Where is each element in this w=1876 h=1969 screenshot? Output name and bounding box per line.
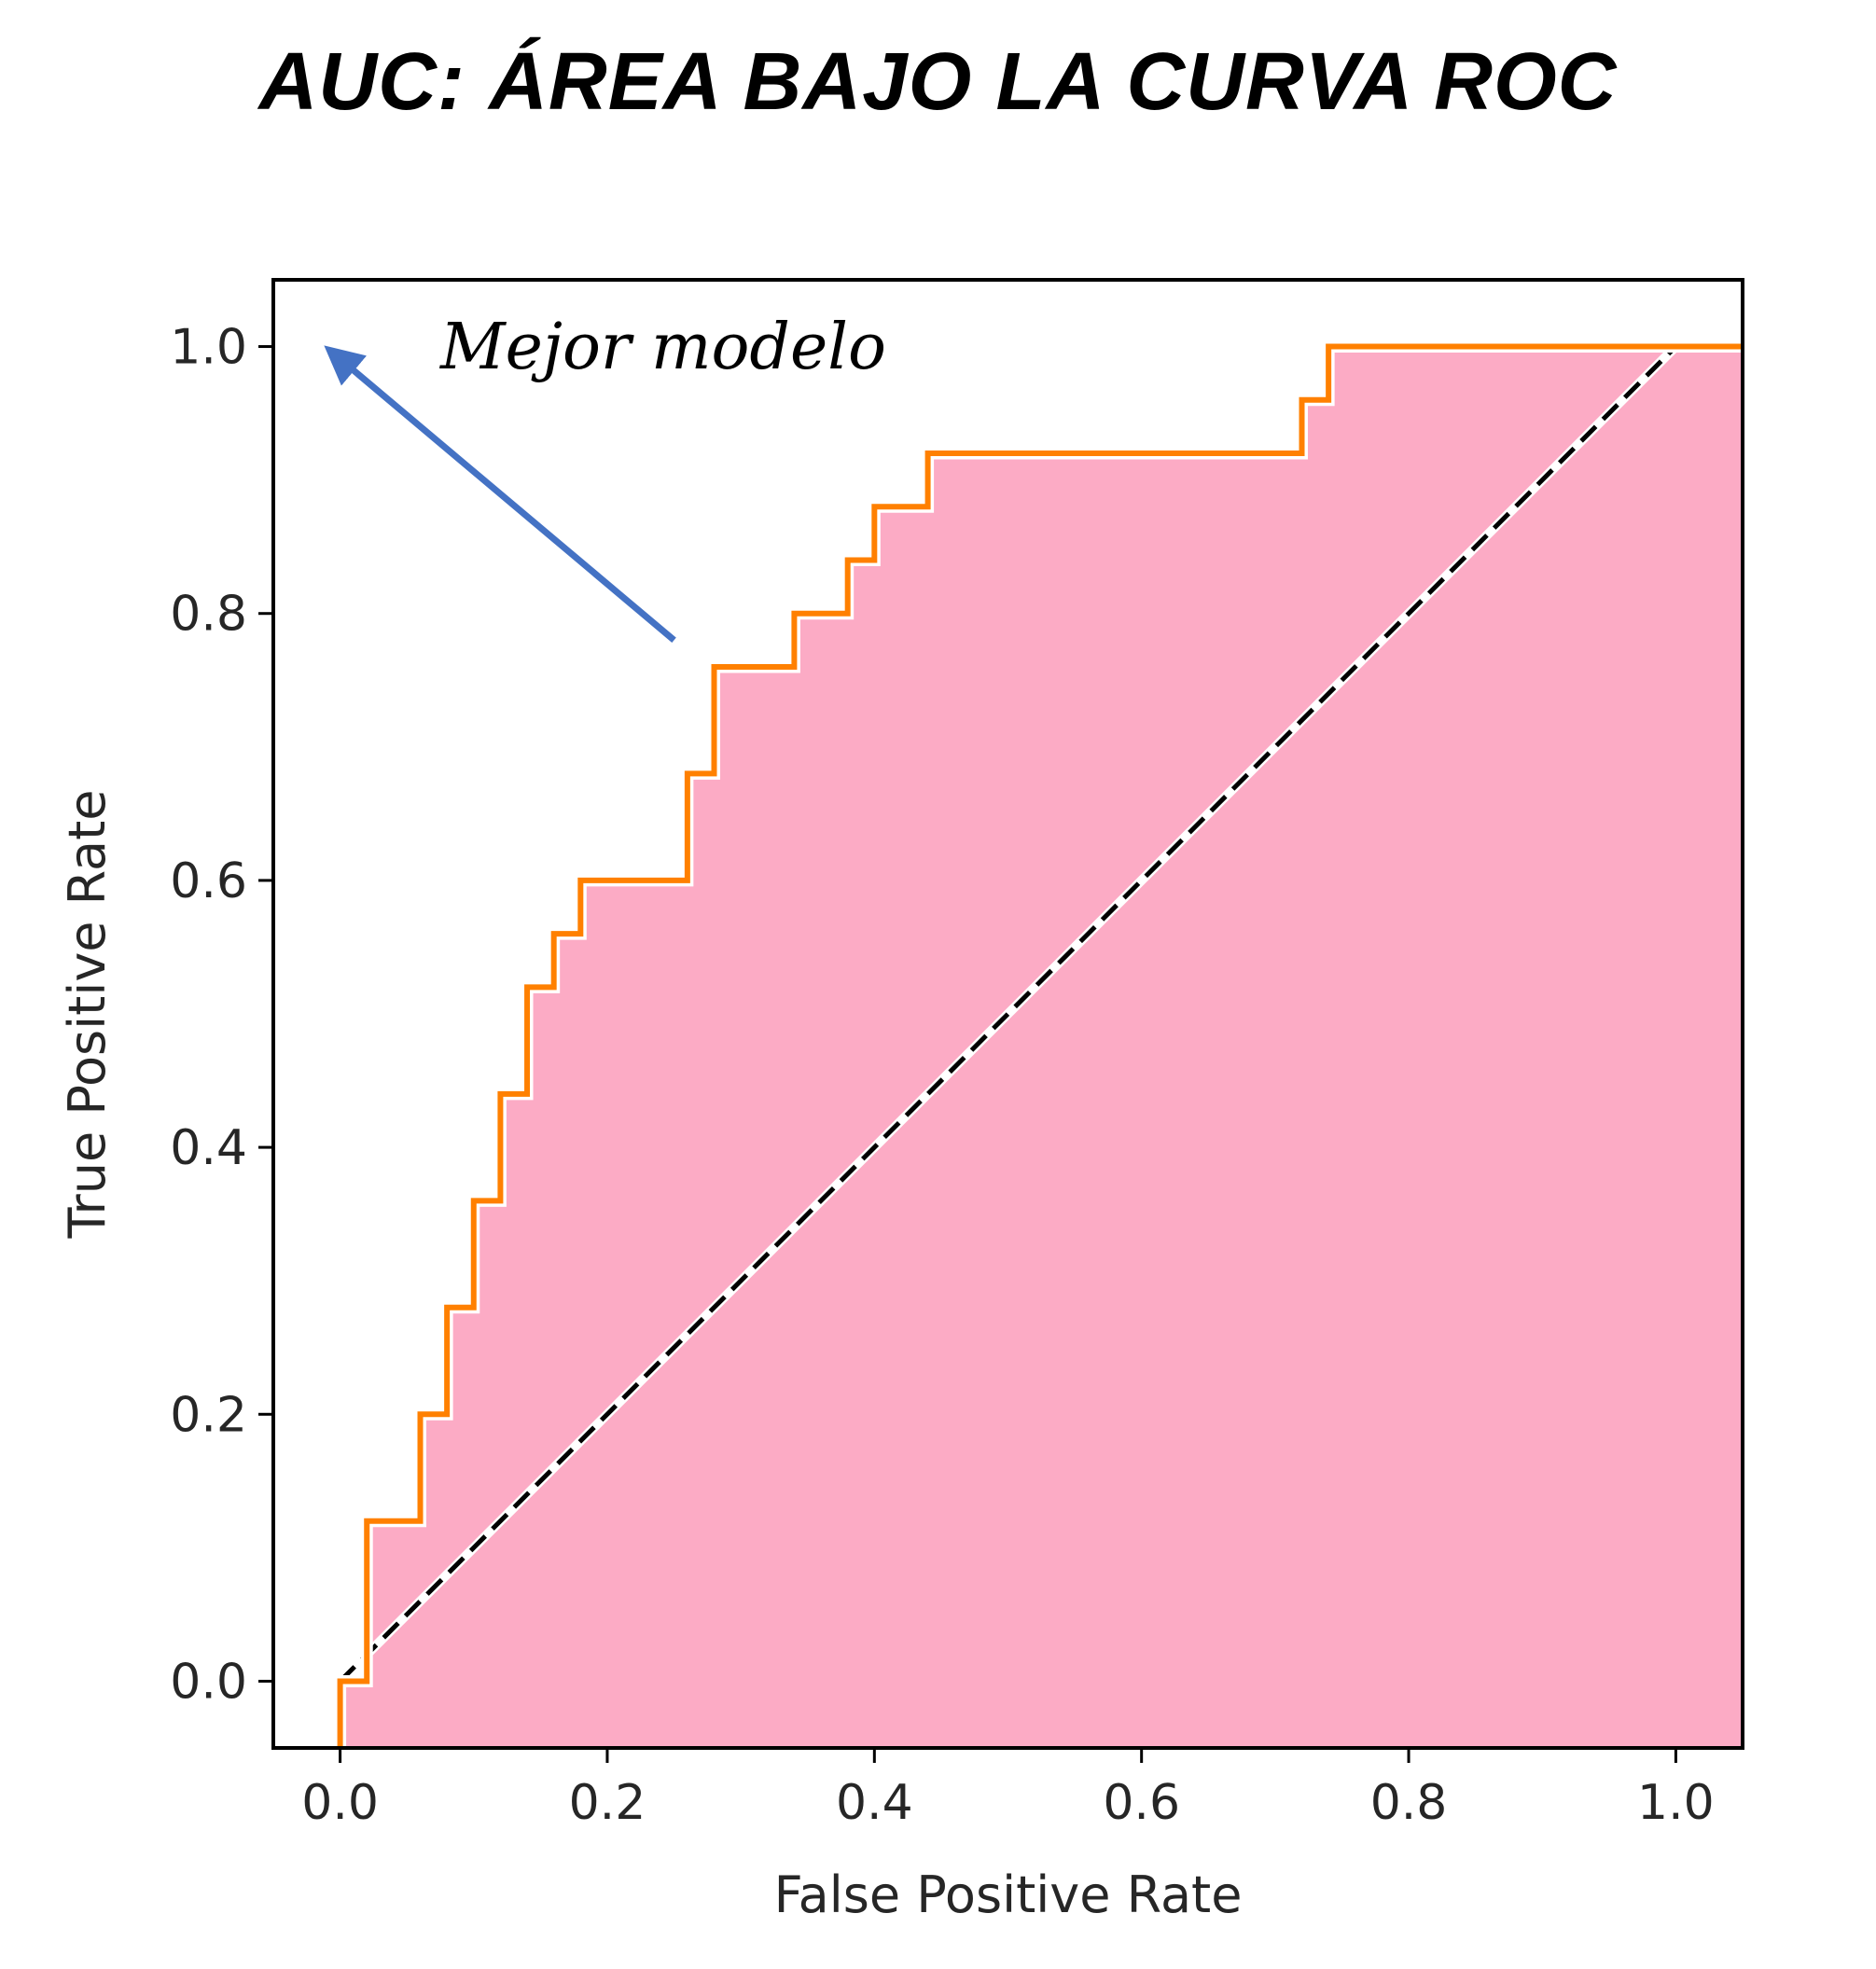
x-tick-label: 0.6 — [1103, 1775, 1180, 1831]
page-title: AUC: ÁREA BAJO LA CURVA ROC — [258, 36, 1618, 127]
x-tick-label: 0.8 — [1370, 1775, 1448, 1831]
roc-curve-line — [337, 343, 1743, 1748]
y-tick-label: 0.4 — [170, 1120, 247, 1176]
annotation-arrow — [324, 345, 676, 644]
y-tick-label: 0.2 — [170, 1387, 247, 1443]
y-tick-label: 0.0 — [170, 1654, 247, 1710]
chance-diagonal-line — [338, 344, 1678, 1684]
y-tick-label: 0.6 — [170, 853, 247, 909]
x-tick-label: 0.2 — [569, 1775, 646, 1831]
plot-frame — [271, 278, 1744, 1750]
x-tick-label: 1.0 — [1637, 1775, 1715, 1831]
y-tick-label: 0.8 — [170, 587, 247, 643]
annotation-text: Mejor modelo — [438, 311, 886, 384]
x-tick-label: 0.4 — [836, 1775, 913, 1831]
x-axis-label: False Positive Rate — [774, 1865, 1243, 1924]
auc-area — [340, 346, 1743, 1749]
y-tick-label: 1.0 — [170, 320, 247, 376]
y-axis-label: True Positive Rate — [58, 789, 117, 1239]
x-tick-label: 0.0 — [301, 1775, 379, 1831]
